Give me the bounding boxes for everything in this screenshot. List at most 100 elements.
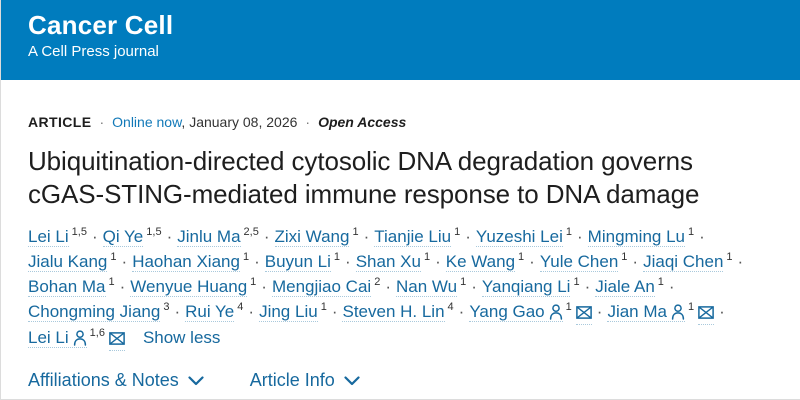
chevron-down-icon xyxy=(344,370,360,391)
author-separator: · xyxy=(331,302,338,321)
author: Jiaqi Chen 1 xyxy=(643,251,733,272)
author-separator: · xyxy=(668,277,675,296)
meta-separator-dot: · xyxy=(99,114,105,130)
meta-separator-dot: · xyxy=(305,114,311,130)
author-link[interactable]: Bohan Ma xyxy=(28,277,106,297)
affiliations-notes-toggle[interactable]: Affiliations & Notes xyxy=(28,370,204,391)
envelope-icon[interactable] xyxy=(108,325,125,351)
author: Ke Wang 1 xyxy=(445,252,524,272)
article-title: Ubiquitination-directed cytosolic DNA de… xyxy=(28,145,773,211)
author: Jing Liu 1 xyxy=(259,301,327,322)
author-link[interactable]: Jinlu Ma xyxy=(177,227,241,247)
author-separator: · xyxy=(584,277,591,296)
envelope-icon[interactable] xyxy=(575,299,592,325)
author: Jialu Kang 1 xyxy=(28,251,117,272)
journal-title-link[interactable]: Cancer Cell xyxy=(28,10,174,40)
author: Bohan Ma 1 xyxy=(28,276,115,297)
author: Tianjie Liu 1 xyxy=(374,226,461,247)
author-link[interactable]: Zixi Wang xyxy=(274,227,350,247)
online-now-link[interactable]: Online now xyxy=(112,114,182,130)
author-affiliation-sup: 1 xyxy=(573,276,580,289)
author-separator: · xyxy=(699,227,705,246)
author-link[interactable]: Jing Liu xyxy=(259,302,318,322)
author-separator: · xyxy=(121,252,128,271)
author-affiliation-sup: 1 xyxy=(687,301,695,314)
author: Nan Wu 1 xyxy=(396,277,466,297)
author: Rui Ye 4 xyxy=(185,301,244,322)
article-meta-line: ARTICLE · Online now, January 08, 2026 ·… xyxy=(28,114,773,130)
author-link[interactable]: Chongming Jiang xyxy=(28,302,161,322)
author-separator: · xyxy=(261,277,267,296)
author: Zixi Wang 1 xyxy=(274,226,359,247)
author-link[interactable]: Yuzeshi Lei xyxy=(475,227,563,247)
author-separator: · xyxy=(263,227,270,246)
author-link[interactable]: Yang Gao xyxy=(469,302,563,322)
person-icon xyxy=(69,328,87,347)
author-link[interactable]: Jiaqi Chen xyxy=(643,252,724,272)
author: Jian Ma 1 xyxy=(607,301,715,325)
author-link[interactable]: Yanqiang Li xyxy=(481,277,571,297)
author-separator: · xyxy=(458,302,465,321)
show-less-link[interactable]: Show less xyxy=(142,328,221,347)
author: Chongming Jiang 3 xyxy=(28,301,170,322)
article-title-line1: Ubiquitination-directed cytosolic DNA de… xyxy=(28,146,693,176)
author-link[interactable]: Mengjiao Cai xyxy=(271,277,372,297)
author-affiliation-sup: 1 xyxy=(110,251,117,264)
article-content: ARTICLE · Online now, January 08, 2026 ·… xyxy=(1,80,800,391)
author-separator: · xyxy=(596,302,603,321)
author-affiliation-sup: 3 xyxy=(163,301,170,314)
author-link[interactable]: Rui Ye xyxy=(185,302,235,322)
author-affiliation-sup: 1 xyxy=(320,301,327,314)
author-link[interactable]: Nan Wu xyxy=(396,277,458,297)
author-affiliation-sup: 1 xyxy=(688,226,695,239)
author: Shan Xu 1 xyxy=(355,251,431,272)
author-separator: · xyxy=(254,252,260,271)
author-affiliation-sup: 1 xyxy=(242,251,250,264)
author-affiliation-sup: 1 xyxy=(454,226,461,239)
author-link[interactable]: Yule Chen xyxy=(539,252,619,272)
author-link[interactable]: Mingming Lu xyxy=(587,227,685,247)
author: Yanqiang Li 1 xyxy=(481,276,580,297)
author-link[interactable]: Jiale An xyxy=(595,277,655,297)
author-separator: · xyxy=(529,252,535,271)
chevron-down-icon xyxy=(188,370,204,391)
author-affiliation-sup: 2 xyxy=(374,276,381,289)
affiliations-notes-label: Affiliations & Notes xyxy=(28,370,179,390)
author: Haohan Xiang 1 xyxy=(132,251,250,272)
author-link[interactable]: Steven H. Lin xyxy=(342,302,445,322)
author-link[interactable]: Haohan Xiang xyxy=(132,252,240,272)
author-separator: · xyxy=(174,302,181,321)
author-link[interactable]: Tianjie Liu xyxy=(374,227,452,247)
author: Buyun Li 1 xyxy=(264,251,341,272)
author-link[interactable]: Ke Wang xyxy=(445,252,516,272)
author-separator: · xyxy=(737,252,744,271)
author-link[interactable]: Jialu Kang xyxy=(28,252,108,272)
author-link[interactable]: Lei Li xyxy=(28,328,87,348)
envelope-icon[interactable] xyxy=(698,299,715,325)
author-affiliation-sup: 1 xyxy=(108,276,115,289)
author-affiliation-sup: 1 xyxy=(726,251,733,264)
author-link[interactable]: Shan Xu xyxy=(355,252,421,272)
author: Jiale An 1 xyxy=(595,277,664,297)
author: Mengjiao Cai 2 xyxy=(271,276,381,297)
author-link[interactable]: Jian Ma xyxy=(607,302,685,322)
author-link[interactable]: Qi Ye xyxy=(102,227,144,247)
author-link[interactable]: Wenyue Huang xyxy=(130,277,248,297)
article-info-toggle[interactable]: Article Info xyxy=(250,370,360,391)
person-icon xyxy=(667,302,685,321)
author-affiliation-sup: 4 xyxy=(237,301,244,314)
author-affiliation-sup: 1 xyxy=(250,276,257,289)
author: Qi Ye 1,5 xyxy=(102,227,162,247)
author-affiliation-sup: 1 xyxy=(621,251,628,264)
author-separator: · xyxy=(119,277,126,296)
author-affiliation-sup: 1 xyxy=(423,251,431,264)
author-affiliation-sup: 1 xyxy=(333,251,341,264)
author-separator: · xyxy=(632,252,639,271)
footer-links: Affiliations & Notes Article Info xyxy=(28,370,773,391)
author-link[interactable]: Lei Li xyxy=(28,227,69,247)
author-affiliation-sup: 1 xyxy=(352,226,359,239)
article-title-line2: cGAS-STING-mediated immune response to D… xyxy=(28,179,700,209)
author: Yang Gao 1 xyxy=(469,302,592,325)
author-list: Lei Li 1,5 · Qi Ye 1,5 · Jinlu Ma 2,5 · Zixi Wang… xyxy=(28,224,773,351)
author-link[interactable]: Buyun Li xyxy=(264,252,331,272)
